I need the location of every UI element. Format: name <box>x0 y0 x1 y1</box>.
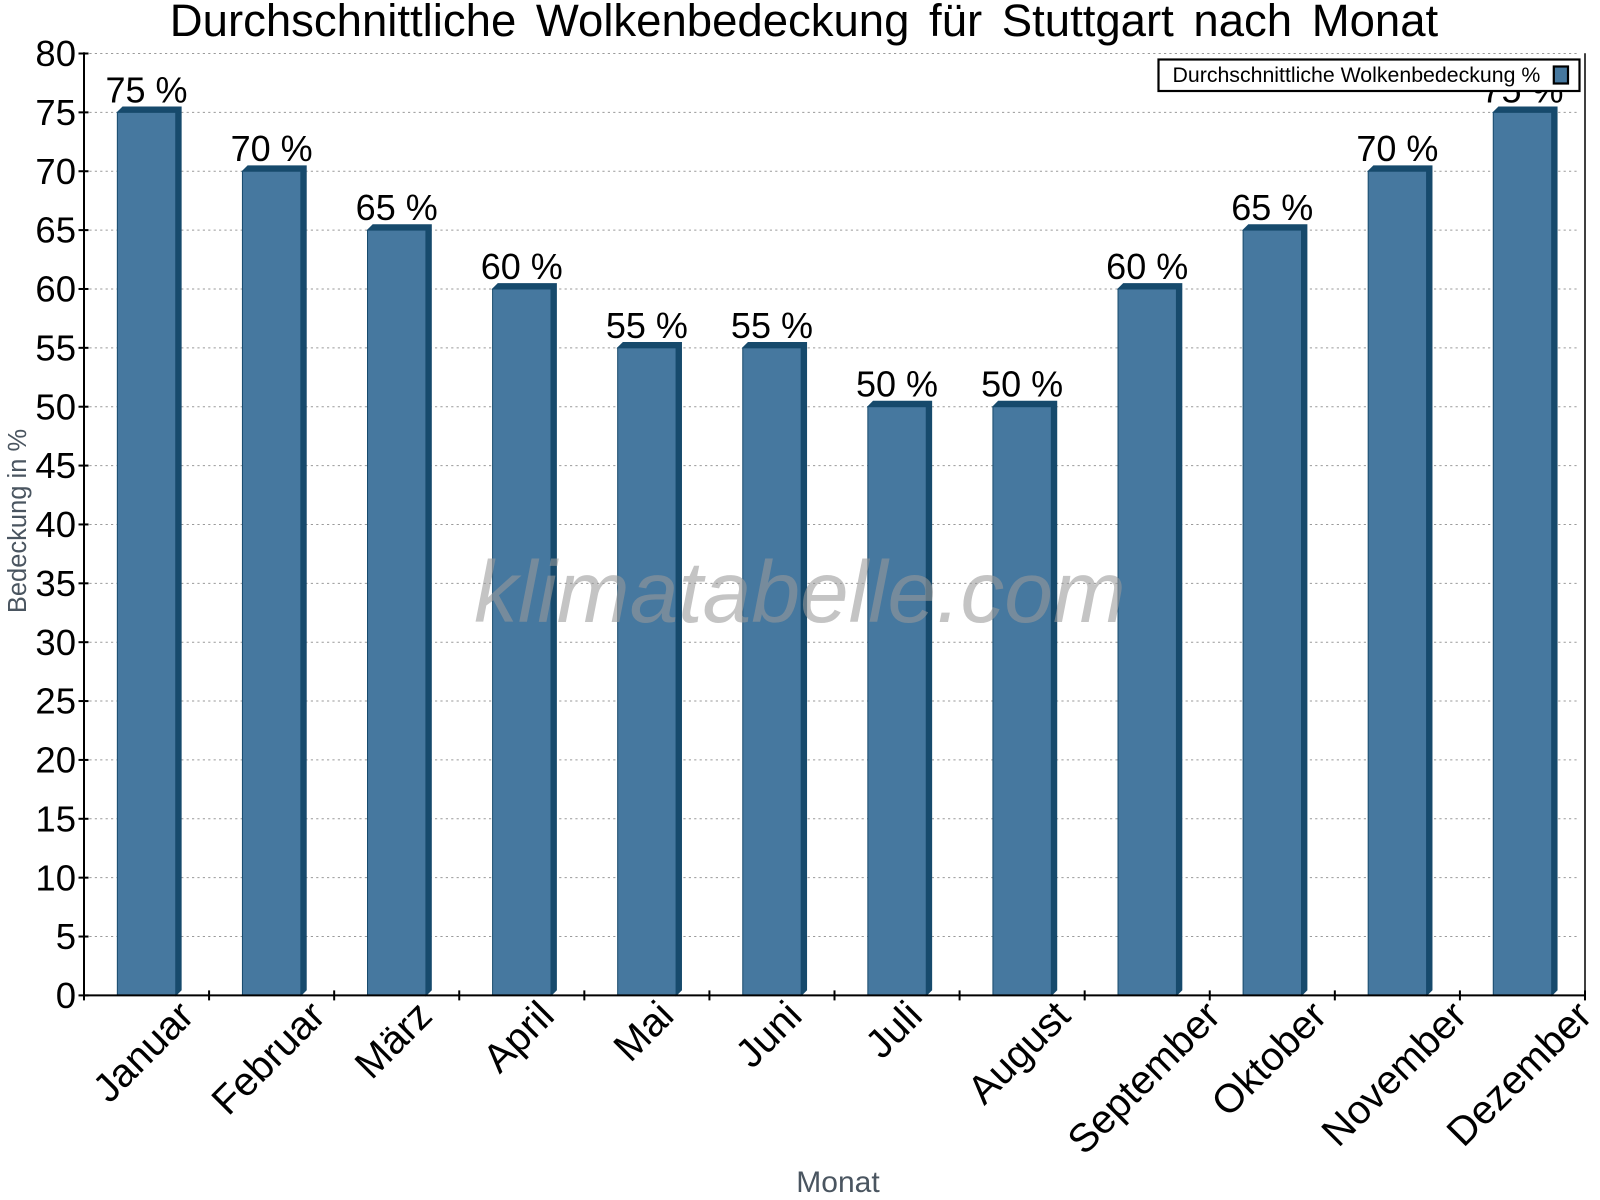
svg-text:75: 75 <box>35 92 76 133</box>
svg-text:Durchschnittliche Wolkenbedeck: Durchschnittliche Wolkenbedeckung für St… <box>170 0 1439 46</box>
svg-text:80: 80 <box>35 33 76 74</box>
svg-text:Monat: Monat <box>796 1166 880 1199</box>
svg-text:50 %: 50 % <box>981 364 1063 405</box>
svg-text:40: 40 <box>35 504 76 545</box>
svg-text:50: 50 <box>35 386 76 427</box>
svg-text:55: 55 <box>35 327 76 368</box>
svg-text:60 %: 60 % <box>481 246 563 287</box>
svg-text:55 %: 55 % <box>606 305 688 346</box>
svg-text:45: 45 <box>35 445 76 486</box>
svg-text:70 %: 70 % <box>231 128 313 169</box>
svg-text:70: 70 <box>35 151 76 192</box>
svg-text:5: 5 <box>56 916 76 957</box>
svg-text:55 %: 55 % <box>731 305 813 346</box>
svg-text:10: 10 <box>35 857 76 898</box>
svg-text:15: 15 <box>35 798 76 839</box>
svg-text:Bedeckung in %: Bedeckung in % <box>4 429 32 613</box>
svg-text:60 %: 60 % <box>1106 246 1188 287</box>
svg-text:0: 0 <box>56 975 76 1016</box>
svg-text:65 %: 65 % <box>356 187 438 228</box>
svg-text:klimatabelle.com: klimatabelle.com <box>474 543 1126 641</box>
svg-text:Durchschnittliche Wolkenbedeck: Durchschnittliche Wolkenbedeckung % <box>1173 63 1541 87</box>
svg-text:65: 65 <box>35 210 76 251</box>
svg-text:70 %: 70 % <box>1356 128 1438 169</box>
svg-text:50 %: 50 % <box>856 364 938 405</box>
svg-text:35: 35 <box>35 563 76 604</box>
svg-text:60: 60 <box>35 269 76 310</box>
svg-text:30: 30 <box>35 622 76 663</box>
svg-text:75 %: 75 % <box>106 69 188 110</box>
svg-text:65 %: 65 % <box>1231 187 1313 228</box>
svg-text:20: 20 <box>35 740 76 781</box>
svg-text:25: 25 <box>35 681 76 722</box>
